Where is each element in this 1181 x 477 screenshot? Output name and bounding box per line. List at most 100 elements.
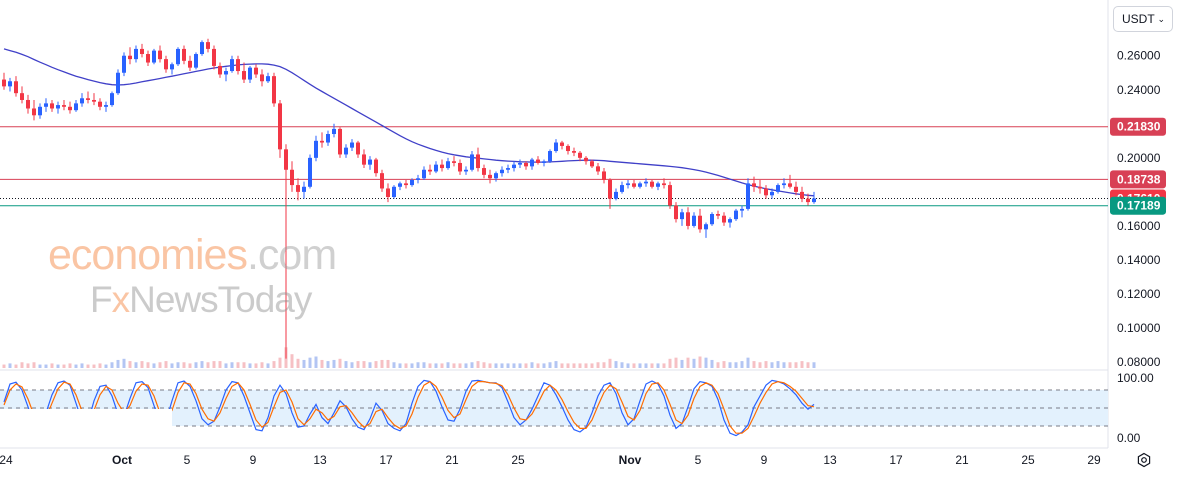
candle-body bbox=[518, 162, 522, 165]
x-tick-label: Nov bbox=[619, 453, 642, 467]
candle-body bbox=[620, 185, 624, 192]
candle-body bbox=[182, 48, 186, 61]
candle bbox=[110, 91, 114, 107]
volume-bar bbox=[188, 363, 192, 368]
candle bbox=[188, 55, 192, 72]
volume-bar bbox=[320, 359, 324, 368]
candle-body bbox=[20, 93, 24, 100]
candle bbox=[92, 93, 96, 106]
x-tick-label: 29 bbox=[1087, 453, 1101, 467]
candle-body bbox=[260, 74, 264, 82]
volume-bar bbox=[332, 359, 336, 368]
candle bbox=[44, 98, 48, 112]
currency-select[interactable]: USDT ⌄ bbox=[1113, 6, 1173, 32]
volume-bar bbox=[206, 362, 210, 368]
candle bbox=[782, 178, 786, 189]
candle bbox=[338, 127, 342, 158]
candle-body bbox=[212, 48, 216, 66]
candle bbox=[506, 164, 510, 174]
candle bbox=[584, 156, 588, 165]
candle bbox=[236, 55, 240, 75]
x-tick-label: 9 bbox=[761, 453, 768, 467]
candle-body bbox=[194, 54, 198, 68]
candle bbox=[698, 208, 702, 233]
volume-bar bbox=[674, 357, 678, 368]
volume-bar bbox=[104, 364, 108, 368]
candle bbox=[578, 151, 582, 162]
chart-settings-button[interactable] bbox=[1133, 450, 1155, 470]
candle-body bbox=[722, 215, 726, 223]
candle bbox=[302, 181, 306, 199]
y-tick-label: 0.20000 bbox=[1117, 151, 1161, 165]
candle bbox=[554, 139, 558, 153]
candle-body bbox=[338, 128, 342, 155]
y-tick-label: 0.14000 bbox=[1117, 253, 1161, 267]
candle-body bbox=[608, 179, 612, 199]
candle bbox=[206, 38, 210, 53]
candle bbox=[446, 157, 450, 170]
candle bbox=[314, 135, 318, 162]
volume-bar bbox=[452, 363, 456, 368]
volume-bar bbox=[410, 363, 414, 368]
candle-body bbox=[386, 188, 390, 197]
volume-bar bbox=[602, 362, 606, 368]
candle-body bbox=[440, 164, 444, 169]
candle bbox=[68, 101, 72, 114]
volume-bar bbox=[596, 362, 600, 368]
candle bbox=[470, 151, 474, 172]
candle-body bbox=[416, 178, 420, 180]
candle-body bbox=[740, 208, 744, 211]
candle-body bbox=[158, 50, 162, 60]
candle-body bbox=[548, 151, 552, 162]
volume-bar bbox=[218, 361, 222, 368]
candle bbox=[614, 188, 618, 201]
resistance-label: 0.21830 bbox=[1117, 120, 1161, 134]
candle bbox=[668, 181, 672, 209]
candle-body bbox=[632, 183, 636, 187]
volume-bar bbox=[368, 362, 372, 368]
candle bbox=[8, 77, 12, 92]
volume-bar bbox=[632, 363, 636, 368]
candle bbox=[488, 169, 492, 184]
volume-bar bbox=[254, 363, 258, 368]
candle bbox=[626, 179, 630, 189]
volume-bar bbox=[350, 362, 354, 368]
candle-body bbox=[374, 159, 378, 174]
gear-icon bbox=[1137, 452, 1151, 468]
x-tick-label: 5 bbox=[184, 453, 191, 467]
volume-bar bbox=[578, 363, 582, 368]
candle bbox=[740, 205, 744, 218]
candle-body bbox=[38, 106, 42, 116]
candle-body bbox=[428, 169, 432, 172]
candle-body bbox=[164, 59, 168, 70]
candle bbox=[596, 162, 600, 175]
volume-bar bbox=[122, 358, 126, 368]
volume-bar bbox=[794, 362, 798, 368]
y-tick-label: 0.08000 bbox=[1117, 355, 1161, 369]
candle bbox=[14, 76, 18, 97]
volume-bar bbox=[686, 357, 690, 368]
volume-bar bbox=[338, 358, 342, 368]
candle bbox=[182, 45, 186, 65]
candle bbox=[122, 52, 126, 77]
candle-body bbox=[62, 105, 66, 107]
candle bbox=[254, 64, 258, 78]
candle bbox=[632, 179, 636, 189]
candle bbox=[116, 69, 120, 95]
volume-bar bbox=[698, 356, 702, 368]
candle bbox=[38, 103, 42, 119]
candle-body bbox=[452, 161, 456, 163]
volume-bar bbox=[248, 363, 252, 368]
y-tick-label: 0.26000 bbox=[1117, 49, 1161, 63]
currency-label: USDT bbox=[1122, 12, 1155, 26]
x-tick-label: 13 bbox=[313, 453, 327, 467]
candle-body bbox=[596, 166, 600, 172]
candle-body bbox=[200, 42, 204, 55]
candle bbox=[482, 164, 486, 179]
volume-bar bbox=[482, 362, 486, 368]
candle bbox=[170, 62, 174, 75]
candle-body bbox=[560, 142, 564, 146]
volume-bar bbox=[638, 363, 642, 368]
candle-body bbox=[266, 76, 270, 82]
